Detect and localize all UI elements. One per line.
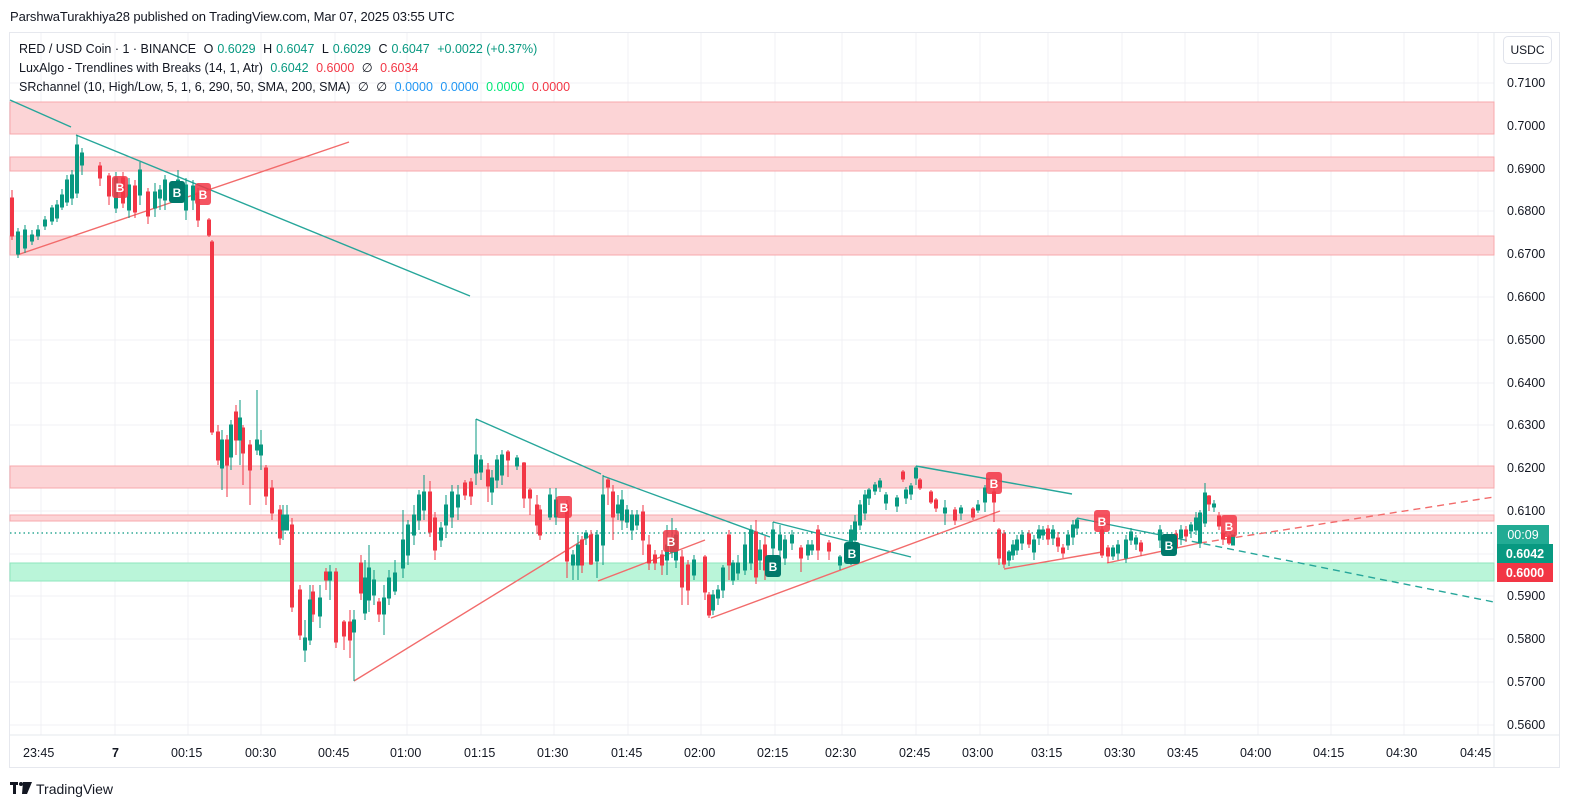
indicator-value: 0.6000 [316,61,355,75]
break-marker-red-6: B [1094,510,1110,532]
price-tick: 0.6400 [1507,376,1546,390]
price-tick: 0.6600 [1507,290,1546,304]
time-tick: 04:15 [1313,746,1345,760]
chart-frame [9,32,1560,768]
bar-countdown-tag: 00:09 [1497,525,1549,544]
high-label: H [263,42,273,56]
time-tick: 01:30 [537,746,569,760]
price-tick: 0.6700 [1507,247,1546,261]
break-marker-green-1: B [169,181,185,203]
time-tick: 00:15 [171,746,203,760]
time-tick: 03:30 [1104,746,1136,760]
indicator-legend-srchannel[interactable]: SRchannel (10, High/Low, 5, 1, 6, 290, 5… [19,78,574,97]
indicator-value: 0.6042 [270,61,309,75]
svg-text:B: B [199,188,208,202]
break-markers: B B B B B B B B B B B [112,176,1237,577]
svg-text:B: B [116,181,125,195]
time-tick: 02:30 [825,746,857,760]
candlesticks [10,135,1235,681]
break-marker-green-2: B [765,555,781,577]
svg-text:B: B [990,477,999,491]
break-marker-green-3: B [844,542,860,564]
change-value: +0.0022 (+0.37%) [437,42,538,56]
break-marker-red-5: B [986,472,1002,494]
svg-text:B: B [1225,520,1234,534]
svg-text:B: B [769,560,778,574]
time-tick: 02:45 [899,746,931,760]
svg-text:B: B [1165,539,1174,553]
time-tick: 04:45 [1460,746,1492,760]
svg-text:B: B [1098,515,1107,529]
last-price-tag: 0.6042 [1497,544,1553,563]
break-marker-red-3: B [556,496,572,518]
indicator-value: 0.0000 [531,80,571,94]
price-tick: 0.5700 [1507,675,1546,689]
indicator-value: 0.0000 [486,80,525,94]
time-tick: 04:00 [1240,746,1272,760]
price-tick: 0.5900 [1507,589,1546,603]
price-tick: 0.5600 [1507,718,1546,732]
break-marker-red-2: B [195,183,211,205]
indicator-value-na: ∅ [361,61,373,75]
price-tick: 0.6500 [1507,333,1546,347]
indicator-legend-luxalgo[interactable]: LuxAlgo - Trendlines with Breaks (14, 1,… [19,59,574,78]
symbol-title: RED / USD Coin · 1 · BINANCE [19,42,197,56]
indicator-title: SRchannel (10, High/Low, 5, 1, 6, 290, 5… [19,80,351,94]
time-tick: 01:15 [464,746,496,760]
time-tick: 00:45 [318,746,350,760]
price-tick: 0.6800 [1507,204,1546,218]
low-value: 0.6029 [332,42,371,56]
trendlines [9,99,1495,682]
trendline-price-tag: 0.6000 [1497,563,1553,582]
price-tick: 0.6100 [1507,504,1546,518]
indicator-value-na: ∅ [376,80,388,94]
price-tick: 0.6200 [1507,461,1546,475]
price-tick: 0.7100 [1507,76,1546,90]
chart-legend: RED / USD Coin · 1 · BINANCE O 0.6029 H 0.… [19,40,574,97]
symbol-legend-row[interactable]: RED / USD Coin · 1 · BINANCE O 0.6029 H 0.… [19,40,574,59]
price-tick: 0.6300 [1507,418,1546,432]
indicator-title: LuxAlgo - Trendlines with Breaks (14, 1,… [19,61,263,75]
time-tick: 00:30 [245,746,277,760]
published-by-line: ParshwaTurakhiya28 published on TradingV… [10,9,455,24]
time-tick: 03:45 [1167,746,1199,760]
svg-text:B: B [560,501,569,515]
break-marker-red-1: B [112,176,128,198]
svg-text:B: B [848,547,857,561]
time-tick-day: 7 [112,746,119,760]
break-marker-green-4: B [1161,534,1177,556]
time-tick: 03:15 [1031,746,1063,760]
open-label: O [203,42,214,56]
time-tick: 03:00 [962,746,994,760]
time-tick: 23:45 [23,746,55,760]
tradingview-logo-icon [10,781,32,797]
sr-zones [9,101,1495,582]
price-tick: 0.7000 [1507,119,1546,133]
time-tick: 02:15 [757,746,789,760]
close-value: 0.6047 [391,42,430,56]
brand-name: TradingView [36,781,114,797]
close-label: C [378,42,388,56]
indicator-value: 0.0000 [394,80,433,94]
svg-text:B: B [667,535,676,549]
open-value: 0.6029 [217,42,256,56]
price-tick: 0.6900 [1507,162,1546,176]
tradingview-brand[interactable]: TradingView [10,781,113,797]
currency-unit-button[interactable]: USDC [1503,36,1552,64]
indicator-value: 0.0000 [440,80,479,94]
break-marker-red-4: B [663,530,679,552]
time-tick: 02:00 [684,746,716,760]
price-tick: 0.5800 [1507,632,1546,646]
break-marker-red-7: B [1221,515,1237,537]
high-value: 0.6047 [276,42,315,56]
low-label: L [321,42,329,56]
indicator-value-na: ∅ [357,80,369,94]
time-tick: 01:00 [390,746,422,760]
indicator-value: 0.6034 [380,61,419,75]
svg-text:B: B [173,186,182,200]
time-tick: 01:45 [611,746,643,760]
grid-lines [10,33,1494,735]
time-tick: 04:30 [1386,746,1418,760]
